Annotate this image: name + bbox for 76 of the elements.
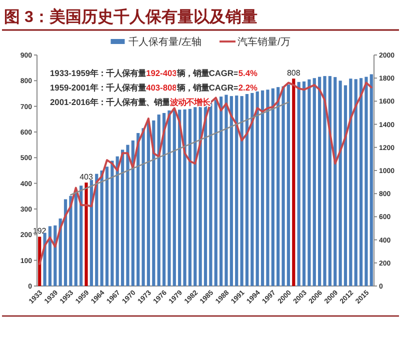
bar xyxy=(178,110,182,286)
bar xyxy=(95,174,98,286)
annotation: 辆，销量CAGR= xyxy=(176,82,238,92)
bar xyxy=(224,94,228,286)
bar xyxy=(48,226,52,286)
bar xyxy=(312,78,316,286)
title: 图 3：美国历史千人保有量以及销量 xyxy=(4,9,258,26)
bar xyxy=(282,86,285,286)
bar xyxy=(245,94,249,286)
bar xyxy=(302,81,306,286)
bar xyxy=(297,82,300,286)
bar xyxy=(110,160,114,286)
annotation: 波动不增长 xyxy=(169,97,212,107)
bar xyxy=(80,186,83,286)
bar xyxy=(74,190,78,286)
bar xyxy=(271,88,274,286)
annotation: 5.4% xyxy=(238,68,258,78)
bar xyxy=(84,182,88,286)
annotation: 辆，销量CAGR= xyxy=(176,68,238,78)
bar xyxy=(318,76,322,286)
data-label: 808 xyxy=(286,68,301,78)
annotation: 2.2% xyxy=(238,82,258,92)
bar xyxy=(214,100,218,286)
annotation: 2001-2016年：千人保有量、销量 xyxy=(50,97,170,107)
bar xyxy=(370,74,373,286)
bar xyxy=(172,110,176,286)
bar xyxy=(64,199,68,286)
bar xyxy=(194,107,197,286)
bar xyxy=(146,122,150,286)
bar xyxy=(204,106,208,286)
bar xyxy=(349,78,352,286)
bar xyxy=(250,92,254,286)
bar xyxy=(260,90,264,286)
bar xyxy=(240,96,244,286)
bar xyxy=(220,96,223,286)
data-label: 403 xyxy=(80,172,94,182)
bar xyxy=(120,150,124,286)
bar xyxy=(323,76,326,286)
bar xyxy=(116,156,119,286)
bar xyxy=(183,109,186,286)
bar xyxy=(142,128,145,286)
bar xyxy=(338,80,342,286)
bar xyxy=(157,114,160,286)
annotation: 192-403 xyxy=(146,68,178,78)
bar xyxy=(188,108,192,286)
bar xyxy=(235,96,238,286)
bar xyxy=(328,76,332,286)
bar xyxy=(136,133,140,286)
bar xyxy=(105,166,109,286)
legend-label: 千人保有量/左轴 xyxy=(128,36,202,48)
bar xyxy=(126,144,130,286)
bar xyxy=(230,96,233,286)
bar xyxy=(168,110,171,286)
annotation: 1959-2001年：千人保有量 xyxy=(50,82,146,92)
bar xyxy=(276,87,280,286)
bar xyxy=(334,77,337,286)
bar xyxy=(100,170,104,286)
annotation: 1933-1959年：千人保有量 xyxy=(50,68,146,78)
bar xyxy=(308,79,311,286)
bar xyxy=(266,90,270,286)
bar xyxy=(344,85,348,286)
bar xyxy=(198,106,202,286)
bar xyxy=(364,76,368,286)
bar xyxy=(359,78,363,286)
bar xyxy=(131,140,134,286)
bar xyxy=(256,91,259,286)
bar xyxy=(162,113,166,286)
annotation: 403-808 xyxy=(146,82,178,92)
bar xyxy=(152,120,156,286)
bar xyxy=(209,103,212,286)
legend-label: 汽车销量/万 xyxy=(238,36,290,48)
bar xyxy=(286,84,290,286)
bar xyxy=(292,78,296,286)
bar xyxy=(354,79,358,286)
bar xyxy=(69,196,72,286)
bar xyxy=(90,180,93,286)
